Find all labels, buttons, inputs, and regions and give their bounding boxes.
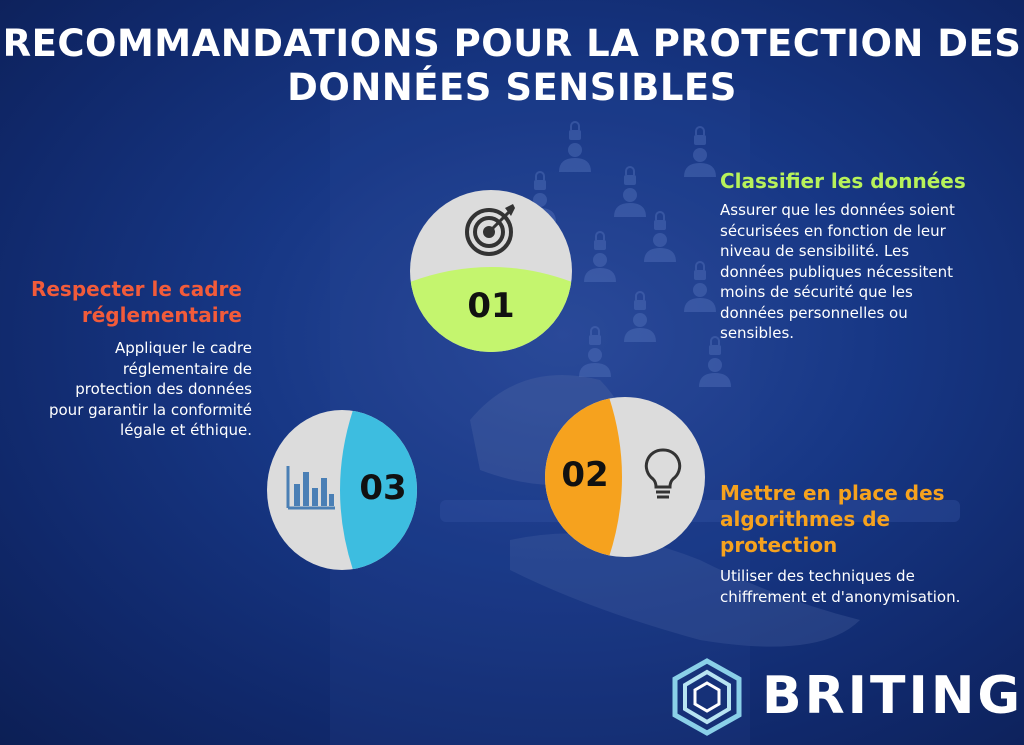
step-01-body-line: données publiques nécessitent [720, 262, 953, 281]
target-icon [465, 204, 515, 256]
step-03-body-line: légale et éthique. [120, 421, 252, 439]
step-02-heading-line: Mettre en place des [720, 481, 945, 505]
step-03-body-line: pour garantir la conformité [48, 400, 252, 419]
bar-chart-icon [286, 466, 335, 510]
step-03-number: 03 [359, 468, 407, 508]
step-03-body-line: protection des données [75, 380, 252, 398]
step-02-circle: 02 [545, 397, 705, 557]
title-line-1: RECOMMANDATIONS POUR LA PROTECTION DES [2, 22, 1022, 65]
step-03-body: Appliquer le cadre réglementaire de prot… [0, 338, 252, 441]
title-line-2: DONNÉES SENSIBLES [287, 66, 737, 109]
step-03-body-line: réglementaire de [122, 359, 252, 378]
step-01-body-line: sensibles. [720, 324, 795, 342]
page-title: RECOMMANDATIONS POUR LA PROTECTION DES D… [0, 22, 1024, 110]
step-02-body-line: Utiliser des techniques de [720, 567, 915, 585]
step-01-body-line: Assurer que les données soient [720, 201, 955, 219]
step-03-heading: Respecter le cadre réglementaire [20, 276, 242, 328]
step-03-body-line: Appliquer le cadre [114, 339, 252, 357]
step-02-heading-line: protection [720, 533, 838, 557]
step-02-heading: Mettre en place des algorithmes de prote… [720, 480, 945, 558]
step-02-body: Utiliser des techniques de chiffrement e… [720, 566, 1010, 607]
lightbulb-icon [644, 448, 682, 499]
step-01-body-line: niveau de sensibilité. Les [720, 242, 910, 260]
step-03-heading-line: réglementaire [81, 303, 242, 327]
step-03-circle: 03 [267, 410, 417, 570]
briting-logo-icon [672, 658, 742, 736]
step-02-number: 02 [561, 455, 609, 495]
step-01-body: Assurer que les données soient sécurisée… [720, 200, 1010, 344]
brand-name: BRITING [762, 666, 1024, 726]
step-01-body-line: données personnelles ou [720, 303, 908, 322]
step-01-body-line: sécurisées en fonction de leur [720, 221, 946, 240]
step-01-body-line: moins de sécurité que les [720, 283, 913, 301]
step-01-number: 01 [467, 286, 515, 326]
step-01-circle: 01 [410, 190, 572, 352]
step-02-body-line: chiffrement et d'anonymisation. [720, 587, 961, 606]
step-01-heading: Classifier les données [720, 169, 966, 193]
step-03-heading-line: Respecter le cadre [30, 277, 242, 301]
step-02-heading-line: algorithmes de [720, 507, 891, 531]
